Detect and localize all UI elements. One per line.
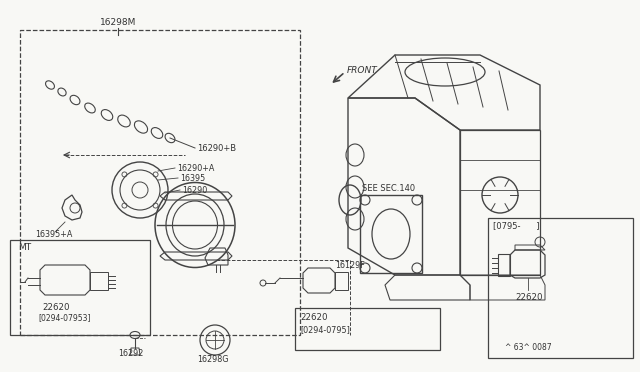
Bar bbox=[295, 308, 440, 350]
Bar bbox=[20, 30, 300, 335]
Text: 22620: 22620 bbox=[42, 304, 70, 312]
Text: 16298G: 16298G bbox=[197, 356, 228, 365]
Text: SEE SEC.140: SEE SEC.140 bbox=[362, 183, 415, 192]
Text: 16298M: 16298M bbox=[100, 17, 136, 26]
Text: FRONT: FRONT bbox=[347, 65, 378, 74]
Text: [0294-0795]: [0294-0795] bbox=[300, 326, 350, 334]
Bar bbox=[488, 218, 633, 358]
Text: 22620: 22620 bbox=[515, 294, 543, 302]
Text: 16292: 16292 bbox=[118, 350, 143, 359]
Text: ^ 63^ 0087: ^ 63^ 0087 bbox=[505, 343, 552, 353]
Text: 22620: 22620 bbox=[300, 314, 328, 323]
Text: 16129F: 16129F bbox=[335, 260, 365, 269]
Text: 16290: 16290 bbox=[182, 186, 207, 195]
Text: 16395: 16395 bbox=[180, 173, 205, 183]
Bar bbox=[360, 195, 422, 273]
Text: 16290+B: 16290+B bbox=[197, 144, 236, 153]
Text: 16395+A: 16395+A bbox=[35, 230, 72, 238]
Text: MT: MT bbox=[18, 244, 31, 253]
Bar bbox=[10, 240, 150, 335]
Text: [0795-      ]: [0795- ] bbox=[493, 221, 540, 231]
Text: 16290+A: 16290+A bbox=[177, 164, 214, 173]
Text: [0294-07953]: [0294-07953] bbox=[38, 314, 90, 323]
